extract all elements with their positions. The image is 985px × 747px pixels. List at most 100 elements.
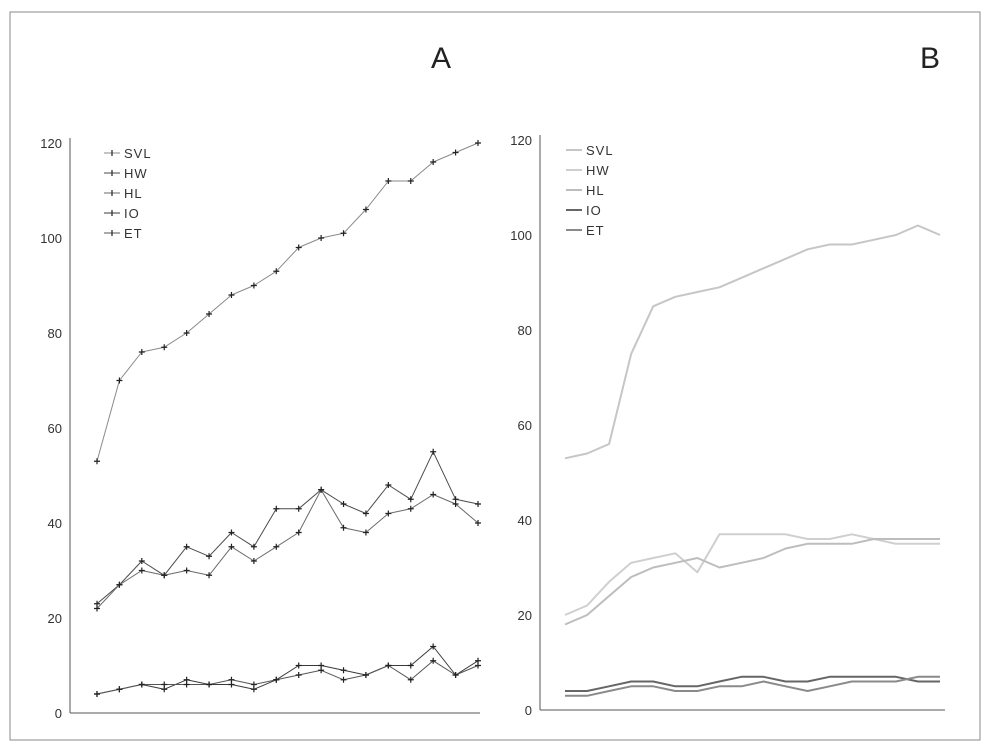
data-point-svl [228,292,235,298]
data-point-et [94,691,100,697]
data-point-svl [318,235,325,241]
legend-label-io: IO [586,203,602,218]
y-tick-label: 0 [55,706,62,721]
data-point-svl [452,149,459,156]
data-point-et [385,662,392,669]
data-point-hl [228,543,235,550]
legend-label-hw: HW [586,163,610,178]
data-point-svl [295,244,302,251]
data-point-et [318,667,325,674]
legend-label-svl: SVL [586,143,614,158]
data-point-io [340,667,347,674]
data-point-et [206,681,213,688]
series-line-hl [564,538,940,626]
data-point-svl [340,230,347,237]
data-point-hw [295,505,302,512]
data-point-svl [138,349,145,355]
data-point-svl [430,159,437,165]
data-point-svl [250,282,257,289]
data-point-hw [183,543,190,550]
legend-label-io: IO [124,206,140,221]
data-point-hl [340,524,347,531]
series-line-et [96,660,479,695]
data-point-hw [475,501,481,507]
figure-frame [9,11,981,741]
data-point-hl [94,605,100,612]
series-line-hw [96,451,479,605]
data-point-et [116,686,123,693]
y-tick-label: 80 [48,326,62,341]
data-point-svl [273,268,280,275]
data-point-svl [206,311,213,317]
data-point-hl [183,567,190,574]
data-point-hl [206,572,213,579]
data-point-et [228,676,235,683]
data-point-hw [250,543,257,550]
data-point-hl [116,581,123,588]
data-point-svl [94,458,100,465]
legend-label-hl: HL [586,183,605,198]
y-tick-label: 60 [518,418,532,433]
data-point-svl [116,377,123,384]
data-point-et [183,681,190,688]
data-point-svl [385,178,392,184]
data-point-hw [362,510,369,517]
data-point-et [452,672,459,678]
data-point-hl [138,567,145,574]
data-point-hl [452,501,459,507]
data-point-io [295,662,302,669]
data-point-et [407,676,414,683]
data-point-svl [161,344,168,351]
legend-label-hw: HW [124,166,148,181]
series-line-hl [96,489,479,609]
data-point-svl [475,140,481,146]
data-point-hw [273,505,280,512]
y-tick-label: 100 [510,228,532,243]
y-tick-label: 20 [48,611,62,626]
legend-label-hl: HL [124,186,143,201]
y-tick-label: 60 [48,421,62,436]
panel-b-title: B [920,42,940,75]
data-point-hl [362,529,369,536]
data-point-et [250,681,257,688]
data-point-hl [407,505,414,512]
data-point-hl [250,558,257,564]
data-point-hw [407,496,414,503]
data-point-hl [475,520,481,526]
data-point-svl [407,178,414,184]
data-point-hw [206,553,213,560]
y-tick-label: 40 [48,516,62,531]
data-point-hw [430,448,437,455]
legend-label-svl: SVL [124,146,152,161]
series-line-io [565,675,940,692]
data-point-et [295,672,302,678]
data-point-hl [273,543,280,550]
y-tick-label: 100 [40,231,62,246]
data-point-hw [340,501,347,507]
data-point-hw [138,558,145,564]
series-line-hw [564,533,940,616]
data-point-hl [430,491,437,498]
chart-panel-a: 0 20 40 60 80 100 120 SVL HW HL IO ET [40,136,481,721]
y-tick-label: 0 [525,703,532,718]
data-point-et [475,662,481,669]
legend-label-et: ET [124,226,143,241]
data-point-et [430,657,437,664]
data-point-io [407,662,414,669]
data-point-hw [385,482,392,488]
chart-panel-b: 0 20 40 60 80 100 120 SVL HW HL IO ET [510,133,945,718]
data-point-et [362,672,369,678]
series-line-svl [96,142,479,462]
data-point-hl [295,529,302,536]
y-tick-label: 120 [40,136,62,151]
data-point-io [430,643,437,650]
data-point-et [340,676,347,683]
series-line-svl [564,224,941,460]
data-point-hw [228,529,235,536]
legend-label-et: ET [586,223,605,238]
y-tick-label: 120 [510,133,532,148]
series-line-et [565,675,940,697]
y-tick-label: 80 [518,323,532,338]
data-point-hl [385,510,392,517]
